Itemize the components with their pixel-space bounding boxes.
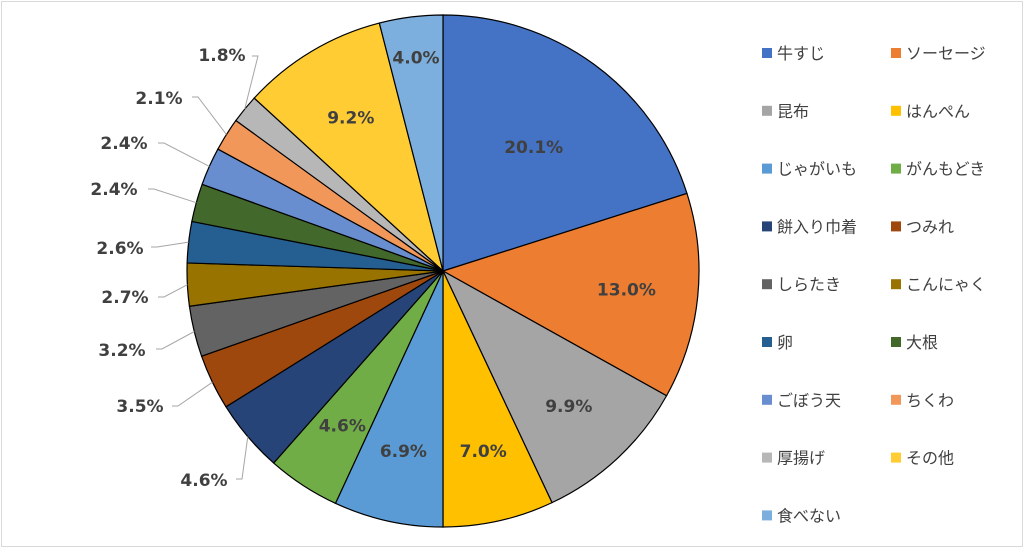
leader-line-slice-13 — [158, 142, 210, 167]
legend-label-slice-6: がんもどき — [906, 160, 985, 179]
legend-swatch-slice-16 — [891, 452, 901, 463]
legend-swatch-slice-3 — [762, 105, 772, 116]
legend-label-slice-10: こんにゃく — [906, 275, 986, 294]
data-label-slice-3: 9.9% — [545, 397, 592, 417]
leader-line-slice-8 — [172, 381, 213, 407]
data-label-slice-14: 2.1% — [135, 89, 182, 109]
data-label-slice-2: 13.0% — [597, 281, 656, 301]
data-label-slice-10: 2.7% — [101, 288, 148, 308]
legend-label-slice-4: はんぺん — [906, 102, 970, 121]
legend-label-slice-12: 大根 — [906, 333, 938, 352]
data-label-slice-15: 1.8% — [198, 46, 245, 66]
leader-line-slice-7 — [236, 436, 249, 480]
legend-label-slice-16: その他 — [906, 449, 954, 468]
legend-label-slice-11: 卵 — [777, 333, 793, 352]
legend-label-slice-3: 昆布 — [777, 102, 809, 121]
legend-label-slice-13: ごぼう天 — [777, 391, 841, 410]
legend-swatch-slice-13 — [762, 394, 772, 405]
legend-label-slice-15: 厚揚げ — [777, 449, 825, 468]
legend-swatch-slice-5 — [762, 163, 772, 174]
leader-line-slice-15 — [244, 55, 259, 110]
pie-slice-slice-5 — [334, 270, 444, 528]
legend-label-slice-2: ソーセージ — [906, 44, 986, 63]
leader-line-slice-10 — [158, 284, 188, 298]
pie-slice-slice-17 — [378, 14, 444, 272]
leader-line-slice-14 — [192, 96, 227, 135]
data-label-slice-13: 2.4% — [100, 134, 147, 154]
legend-swatch-slice-12 — [891, 337, 901, 347]
data-label-slice-12: 2.4% — [90, 180, 137, 200]
legend-swatch-slice-1 — [762, 48, 772, 58]
pie-slice-slice-2 — [441, 192, 700, 397]
legend-swatch-slice-4 — [891, 105, 901, 116]
data-label-slice-4: 7.0% — [460, 442, 507, 462]
data-label-slice-7: 4.6% — [180, 471, 227, 491]
leader-line-slice-12 — [148, 188, 197, 204]
data-label-slice-6: 4.6% — [319, 416, 366, 436]
legend-label-slice-1: 牛すじ — [777, 44, 825, 63]
legend-swatch-slice-9 — [762, 279, 772, 290]
pie-slice-slice-1 — [442, 14, 688, 272]
data-label-slice-17: 4.0% — [392, 49, 439, 69]
legend-swatch-slice-15 — [762, 452, 772, 463]
legend-label-slice-14: ちくわ — [906, 391, 954, 410]
legend-swatch-slice-17 — [762, 510, 772, 521]
legend-swatch-slice-8 — [891, 221, 901, 232]
pie-slice-slice-16 — [253, 22, 445, 273]
data-label-slice-11: 2.6% — [96, 239, 143, 259]
legend-label-slice-9: しらたき — [777, 275, 841, 294]
data-label-slice-9: 3.2% — [98, 341, 145, 361]
data-label-slice-5: 6.9% — [380, 442, 427, 462]
legend-label-slice-8: つみれ — [906, 217, 954, 236]
legend-swatch-slice-7 — [762, 221, 772, 232]
legend-swatch-slice-10 — [891, 279, 901, 290]
data-label-slice-1: 20.1% — [504, 138, 563, 158]
legend-swatch-slice-6 — [891, 163, 901, 174]
legend-label-slice-7: 餅入り巾着 — [777, 217, 857, 236]
leader-line-slice-9 — [156, 331, 195, 350]
data-label-slice-16: 9.2% — [327, 108, 374, 128]
data-label-slice-8: 3.5% — [116, 397, 163, 417]
pie-slice-slice-4 — [442, 270, 553, 528]
legend-swatch-slice-11 — [762, 337, 772, 347]
leader-line-slice-11 — [151, 241, 189, 248]
legend-label-slice-5: じゃがいも — [777, 160, 857, 179]
legend-swatch-slice-14 — [891, 394, 901, 405]
legend-swatch-slice-2 — [891, 48, 901, 58]
legend-label-slice-17: 食べない — [777, 506, 841, 525]
pie-slice-slice-3 — [441, 269, 668, 504]
